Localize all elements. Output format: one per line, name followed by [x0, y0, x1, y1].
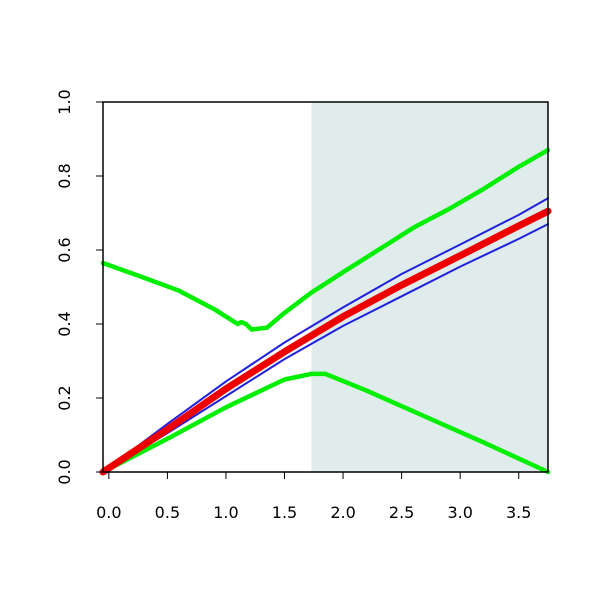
series-line-3: [102, 197, 549, 473]
series-line-4: [102, 223, 549, 473]
x-tick-label: 1.0: [213, 503, 238, 522]
shaded-region: [311, 102, 548, 472]
y-tick-label: 0.4: [55, 311, 74, 336]
series-line-5: [99, 207, 552, 476]
plot-frame: [102, 101, 549, 473]
x-tick-label: 0.5: [155, 503, 180, 522]
y-tick-label: 0.2: [55, 385, 74, 410]
y-tick-label: 0.6: [55, 237, 74, 262]
x-tick-label: 2.5: [389, 503, 414, 522]
x-tick-label: 1.5: [272, 503, 297, 522]
x-tick-label: 2.0: [330, 503, 355, 522]
y-axis: 0.0 0.2 0.4 0.6 0.8 1.0: [55, 89, 103, 485]
series-line-1: [100, 147, 551, 332]
y-tick-label: 0.8: [55, 163, 74, 188]
x-tick-label: 3.5: [506, 503, 531, 522]
series-line-2: [100, 371, 551, 475]
y-tick-label: 0.0: [55, 459, 74, 484]
x-tick-label: 3.0: [447, 503, 472, 522]
y-tick-label: 1.0: [55, 89, 74, 114]
x-axis: 0.0 0.5 1.0 1.5 2.0 2.5 3.0 3.5: [96, 472, 531, 522]
series-layer: [99, 147, 552, 476]
x-tick-label: 0.0: [96, 503, 121, 522]
